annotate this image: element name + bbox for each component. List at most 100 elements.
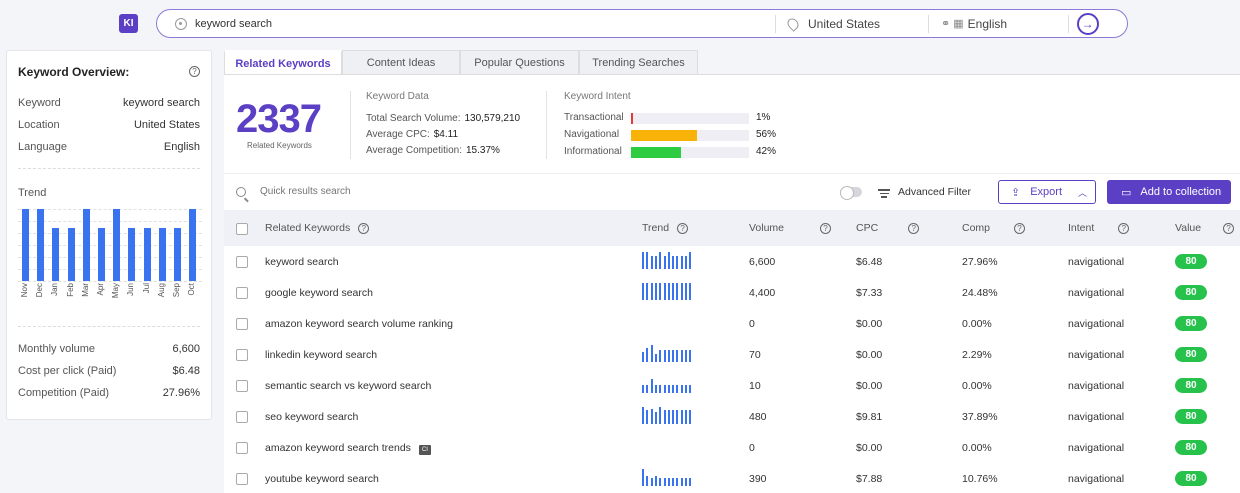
sparkline-bar [663, 350, 666, 362]
add-to-collection-button[interactable]: ▭ Add to collection [1107, 180, 1231, 204]
trend-bar[interactable] [113, 209, 121, 281]
filter-toggle[interactable] [840, 186, 862, 200]
table-row[interactable]: keyword search 6,600 $6.48 27.96% navigation… [224, 246, 1240, 277]
row-checkbox[interactable] [236, 380, 248, 392]
row-checkbox[interactable] [236, 349, 248, 361]
sparkline-bar [659, 477, 662, 486]
header-cpc[interactable]: CPC? [856, 222, 920, 234]
header-comp[interactable]: Comp? [962, 222, 1026, 234]
table-row[interactable]: google keyword search 4,400 $7.33 24.48% nav… [224, 277, 1240, 308]
sparkline-bar [663, 256, 666, 269]
value-badge: 80 [1175, 440, 1207, 455]
tab-content-ideas[interactable]: Content Ideas [342, 50, 460, 75]
table-row[interactable]: linkedin keyword search 70 $0.00 2.29% navig… [224, 339, 1240, 370]
row-checkbox[interactable] [236, 256, 248, 268]
sparkline-bar [646, 475, 649, 486]
intent-label: Navigational [564, 129, 620, 140]
keyword-cell[interactable]: linkedin keyword search [265, 349, 378, 361]
help-icon[interactable]: ? [1223, 222, 1235, 234]
cpc-cell: $0.00 [856, 442, 883, 454]
trend-bar[interactable] [82, 209, 90, 281]
sparkline-bar [654, 384, 657, 393]
keyword-cell[interactable]: amazon keyword search volume ranking [265, 318, 453, 330]
language-select[interactable]: English [967, 16, 1008, 31]
location-select[interactable]: United States [808, 16, 881, 31]
table-row[interactable]: semantic search vs keyword search 10 $0.00… [224, 370, 1240, 401]
ci-icon[interactable]: CI [418, 445, 431, 455]
related-keyword-count-label: Related Keywords [247, 141, 312, 150]
sparkline-bar [689, 283, 692, 300]
keyword-cell[interactable]: youtube keyword search [265, 473, 379, 485]
select-all-checkbox[interactable] [236, 223, 248, 235]
row-checkbox[interactable] [236, 442, 248, 454]
divider [546, 91, 547, 159]
tab-related-keywords[interactable]: Related Keywords [224, 50, 342, 75]
help-icon[interactable]: ? [908, 222, 920, 234]
intent-cell: navigational [1068, 473, 1125, 485]
trend-bar[interactable] [128, 227, 136, 281]
trend-bar[interactable] [22, 209, 29, 281]
trend-bar[interactable] [143, 227, 151, 281]
value-badge: 80 [1175, 378, 1207, 393]
quick-results-search-input[interactable] [260, 186, 560, 197]
sparkline-bar [685, 283, 687, 300]
search-input[interactable]: keyword search [195, 17, 273, 30]
keyword-cell[interactable]: amazon keyword search trends CI [265, 442, 431, 455]
advanced-filter-button[interactable]: Advanced Filter [898, 186, 971, 198]
row-checkbox[interactable] [236, 318, 248, 330]
value-badge: 80 [1175, 316, 1207, 331]
help-icon[interactable]: ? [358, 222, 370, 234]
header-intent[interactable]: Intent? [1068, 222, 1130, 234]
help-icon[interactable]: ? [1118, 222, 1130, 234]
header-trend[interactable]: Trend? [642, 222, 689, 234]
intent-percent: 42% [756, 146, 777, 157]
keyword-cell[interactable]: seo keyword search [265, 411, 359, 423]
trend-bar[interactable] [37, 209, 45, 281]
sparkline-bar [689, 410, 692, 424]
row-checkbox[interactable] [236, 411, 248, 423]
trend-bar[interactable] [174, 227, 181, 281]
trend-bar[interactable] [67, 227, 75, 281]
trend-bar[interactable] [52, 227, 60, 281]
app-logo[interactable]: KI [119, 14, 138, 33]
sparkline-bar [672, 283, 675, 300]
help-icon[interactable]: ? [189, 66, 200, 77]
comp-cell: 27.96% [962, 256, 998, 268]
row-checkbox[interactable] [236, 287, 248, 299]
table-row[interactable]: amazon keyword search trends CI 0 $0.00 0.00… [224, 432, 1240, 463]
table-row[interactable]: amazon keyword search volume ranking 0 $0.… [224, 308, 1240, 339]
header-value[interactable]: Value? [1175, 222, 1235, 234]
row-checkbox[interactable] [236, 473, 248, 485]
table-row[interactable]: youtube keyword search 390 $7.88 10.76% navi… [224, 463, 1240, 493]
sparkline-bar [654, 283, 657, 300]
sparkline-bar [676, 384, 679, 393]
intent-bar-fill [631, 130, 698, 141]
trend-bar[interactable] [189, 209, 197, 281]
location-pin-icon [785, 15, 801, 32]
sparkline-bar [663, 283, 666, 300]
keyword-cell[interactable]: google keyword search [265, 287, 373, 299]
help-icon[interactable]: ? [677, 222, 689, 234]
table-row[interactable]: seo keyword search 480 $9.81 37.89% navigati… [224, 401, 1240, 432]
help-icon[interactable]: ? [820, 222, 832, 234]
keyword-cell[interactable]: keyword search [265, 256, 339, 268]
intent-percent: 1% [756, 112, 771, 123]
divider [18, 168, 200, 169]
sparkline-bar [685, 410, 687, 424]
volume-cell: 6,600 [749, 256, 776, 268]
related-keyword-count: 2337 [236, 97, 322, 141]
help-icon[interactable]: ? [1014, 222, 1026, 234]
comp-cell: 0.00% [962, 318, 992, 330]
search-submit-button[interactable]: → [1076, 12, 1099, 35]
tab-trending-searches[interactable]: Trending Searches [579, 50, 698, 75]
tab-popular-questions[interactable]: Popular Questions [460, 50, 579, 75]
trend-bar[interactable] [158, 227, 166, 281]
keyword-cell[interactable]: semantic search vs keyword search [265, 380, 432, 392]
trend-sparkline [642, 313, 694, 331]
header-volume[interactable]: Volume? [749, 222, 832, 234]
value-badge: 80 [1175, 347, 1207, 362]
export-button[interactable]: ⇪ Export ︿ [998, 180, 1096, 204]
sparkline-bar [689, 350, 692, 362]
trend-bar[interactable] [98, 227, 105, 281]
header-related-keywords[interactable]: Related Keywords? [265, 222, 370, 234]
